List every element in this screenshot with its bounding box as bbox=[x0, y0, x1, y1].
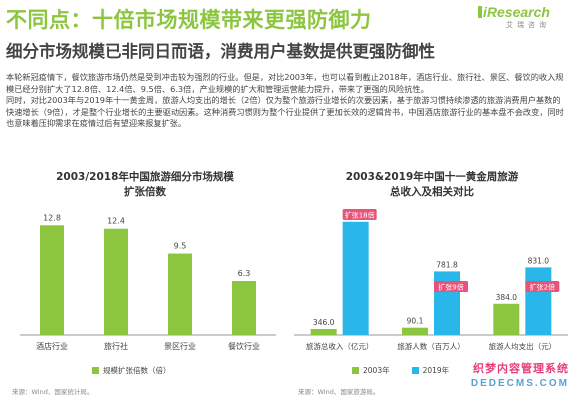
left-chart-title: 2003/2018年中国旅游细分市场规模 扩张倍数 bbox=[10, 170, 280, 200]
growth-badge bbox=[525, 281, 560, 292]
right-bar-value: 781.8 bbox=[436, 260, 458, 269]
paragraph-2: 同时，对比2003年与2019年十一黄金周，旅游人均支出的增长（2倍）仅为整个旅… bbox=[6, 95, 564, 129]
left-bar-value: 9.5 bbox=[174, 242, 187, 251]
page-subtitle: 细分市场规模已非同日而语，消费用户基数提供更强防御性 bbox=[6, 42, 435, 61]
paragraph-1: 本轮新冠疫情下，餐饮旅游市场仍然是受到冲击较为强烈的行业。但是，对比2003年，… bbox=[6, 72, 564, 94]
left-bar bbox=[232, 281, 256, 335]
logo-text: i bbox=[483, 4, 487, 20]
right-bar-2003 bbox=[493, 303, 520, 335]
left-category-label: 景区行业 bbox=[164, 341, 196, 351]
left-bar-value: 12.8 bbox=[43, 213, 61, 222]
right-bar-chart: 346.06497.1扩张18倍旅游总收入（亿元）90.1781.8扩张9倍旅游… bbox=[294, 209, 568, 351]
right-bar-2003 bbox=[402, 327, 428, 335]
left-chart-title-line1: 2003/2018年中国旅游细分市场规模 bbox=[56, 171, 234, 183]
right-category-label: 旅游人数（百万人） bbox=[397, 341, 465, 351]
right-bar-value: 90.1 bbox=[407, 317, 424, 326]
page-title: 不同点：十倍市场规模带来更强防御力 bbox=[6, 8, 372, 32]
watermark: 织梦内容管理系统 DEDECMS.COM bbox=[471, 360, 569, 389]
right-legend-swatch-2019 bbox=[411, 367, 419, 374]
left-category-label: 餐饮行业 bbox=[228, 341, 260, 351]
right-legend-label-2003: 2003年 bbox=[363, 366, 390, 375]
right-legend-label-2019: 2019年 bbox=[422, 366, 450, 375]
right-bar-2003 bbox=[310, 328, 337, 335]
left-bar-chart: 12.8 酒店行业 12.4 旅行社 9.5 景区行业 6.3 餐饮行业 bbox=[20, 213, 276, 351]
right-bar-value: 346.0 bbox=[313, 318, 335, 327]
logo: iResearch 艾瑞咨询 bbox=[478, 4, 570, 34]
right-category-label: 旅游人均支出（元） bbox=[489, 341, 557, 351]
left-legend-label: 规模扩张倍数（倍） bbox=[103, 366, 171, 375]
watermark-line1: 织梦内容管理系统 bbox=[473, 363, 569, 375]
right-bar-value: 831.0 bbox=[528, 256, 550, 265]
left-bar-value: 12.4 bbox=[107, 217, 125, 226]
right-bar-2019 bbox=[525, 267, 552, 335]
left-bar bbox=[168, 253, 192, 335]
growth-badge-label: 扩张18倍 bbox=[345, 210, 375, 219]
body-text: 本轮新冠疫情下，餐饮旅游市场仍然是受到冲击较为强烈的行业。但是，对比2003年，… bbox=[6, 72, 566, 130]
right-category-label: 旅游总收入（亿元） bbox=[306, 341, 374, 351]
left-category-label: 酒店行业 bbox=[36, 341, 68, 351]
right-chart-title-line1: 2003&2019年中国十一黄金周旅游 bbox=[345, 171, 519, 183]
right-bar-2019 bbox=[434, 271, 460, 335]
left-source: 来源：Wind、国家统计局。 bbox=[12, 388, 94, 396]
watermark-line2: DEDECMS.COM bbox=[470, 378, 569, 389]
right-bar-value: 384.0 bbox=[496, 293, 518, 302]
right-chart-title-line2: 总收入及相关对比 bbox=[390, 186, 474, 198]
right-legend-swatch-2003 bbox=[352, 367, 359, 374]
left-legend: 规模扩张倍数（倍） bbox=[92, 365, 171, 376]
logo-sub: 艾瑞咨询 bbox=[506, 21, 550, 29]
right-chart-title: 2003&2019年中国十一黄金周旅游 总收入及相关对比 bbox=[292, 170, 572, 200]
growth-badge bbox=[342, 209, 377, 220]
growth-badge bbox=[434, 281, 468, 292]
left-legend-swatch bbox=[92, 367, 99, 374]
right-bar-2019 bbox=[342, 221, 369, 335]
left-bar-value: 6.3 bbox=[238, 269, 251, 278]
growth-badge-label: 扩张9倍 bbox=[438, 282, 463, 291]
growth-badge-label: 扩张2倍 bbox=[530, 282, 555, 291]
left-bar bbox=[40, 225, 64, 335]
left-bar bbox=[104, 228, 128, 335]
right-legend: 2003年 2019年 bbox=[352, 365, 449, 376]
left-chart-title-line2: 扩张倍数 bbox=[124, 186, 166, 198]
left-category-label: 旅行社 bbox=[104, 341, 128, 351]
logo-mark-icon bbox=[478, 6, 482, 18]
logo-research: Research bbox=[486, 4, 550, 20]
right-source: 来源：Wind、国家旅游局。 bbox=[298, 388, 380, 396]
